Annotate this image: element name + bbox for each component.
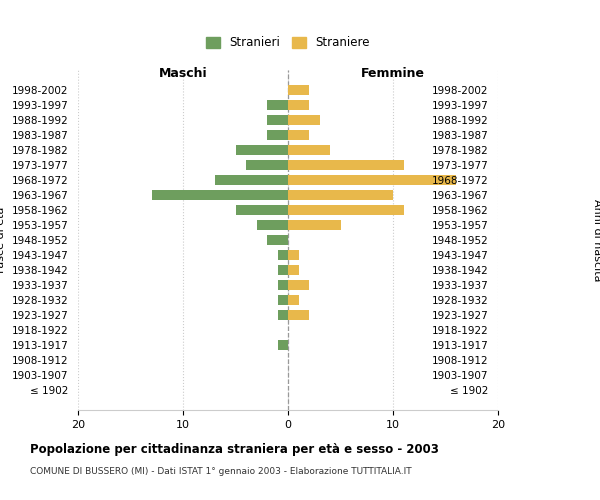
Bar [288, 280, 309, 290]
Bar [215, 176, 288, 185]
Bar [246, 160, 288, 170]
Bar [257, 220, 288, 230]
Bar [288, 265, 299, 275]
Legend: Stranieri, Straniere: Stranieri, Straniere [201, 32, 375, 54]
Bar [288, 310, 309, 320]
Bar [288, 86, 309, 95]
Bar [288, 220, 341, 230]
Bar [277, 295, 288, 304]
Text: Anni di nascita: Anni di nascita [592, 198, 600, 281]
Text: Popolazione per cittadinanza straniera per età e sesso - 2003: Popolazione per cittadinanza straniera p… [30, 442, 439, 456]
Bar [277, 250, 288, 260]
Bar [288, 160, 404, 170]
Bar [267, 235, 288, 245]
Bar [288, 176, 456, 185]
Bar [151, 190, 288, 200]
Bar [277, 280, 288, 290]
Bar [267, 100, 288, 110]
Bar [288, 295, 299, 304]
Bar [288, 250, 299, 260]
Bar [288, 100, 309, 110]
Bar [277, 310, 288, 320]
Bar [288, 116, 320, 125]
Bar [235, 205, 288, 215]
Bar [288, 130, 309, 140]
Bar [288, 205, 404, 215]
Bar [235, 146, 288, 155]
Bar [288, 146, 330, 155]
Bar [277, 340, 288, 349]
Text: COMUNE DI BUSSERO (MI) - Dati ISTAT 1° gennaio 2003 - Elaborazione TUTTITALIA.IT: COMUNE DI BUSSERO (MI) - Dati ISTAT 1° g… [30, 468, 412, 476]
Text: Maschi: Maschi [158, 67, 208, 80]
Text: Femmine: Femmine [361, 67, 425, 80]
Bar [267, 130, 288, 140]
Bar [267, 116, 288, 125]
Y-axis label: Fasce di età: Fasce di età [0, 207, 6, 273]
Bar [277, 265, 288, 275]
Bar [288, 190, 393, 200]
